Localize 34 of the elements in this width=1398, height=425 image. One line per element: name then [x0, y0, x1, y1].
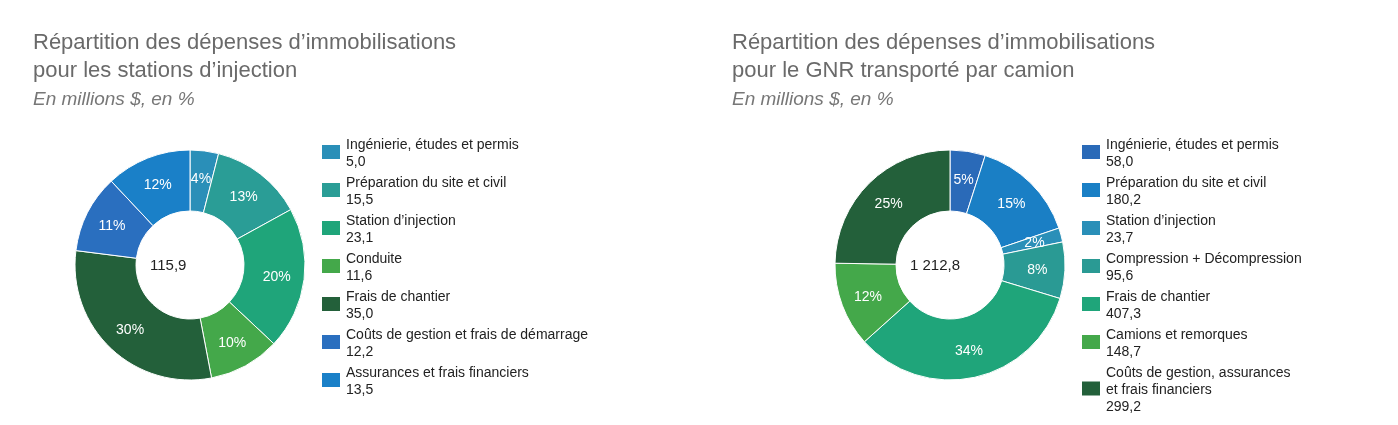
chart-title: Répartition des dépenses d’immobilisations pour les stations d’injection	[33, 28, 457, 82]
data-label: 4%	[190, 170, 212, 187]
data-label: 30%	[116, 320, 145, 337]
legend-label: Frais de chantier 35,0	[346, 287, 451, 321]
text: 115,9	[150, 256, 187, 273]
data-label: 12%	[143, 175, 172, 192]
data-label: 25%	[874, 194, 903, 211]
legend-label: Préparation du site et civil 15,5	[346, 173, 507, 207]
legend-label: Coûts de gestion et frais de démarrage 12,2	[346, 325, 589, 359]
data-label: 8%	[1027, 261, 1048, 278]
legend-label: Station d’injection 23,7	[1106, 211, 1216, 245]
data-label: 5%	[953, 170, 974, 187]
legend-label: Station d’injection 23,1	[346, 211, 456, 245]
legend-label: Ingénierie, études et permis 5,0	[346, 135, 519, 169]
legend-label: Ingénierie, études et permis 58,0	[1106, 135, 1279, 169]
legend-label: Conduite 11,6	[346, 249, 403, 283]
data-label: 34%	[954, 342, 983, 359]
legend-label: Coûts de gestion, assurances et frais financiers 299,2	[1106, 363, 1291, 414]
data-label: 20%	[262, 267, 291, 284]
chart-subtitle: En millions $, en %	[33, 88, 195, 109]
legend-label: Préparation du site et civil 180,2	[1106, 173, 1267, 207]
data-label: 10%	[218, 333, 247, 350]
data-label: 15%	[997, 194, 1026, 211]
legend-label: Compression + Décompression 95,6	[1106, 249, 1302, 283]
legend-label: Frais de chantier 407,3	[1106, 287, 1211, 321]
data-label: 12%	[854, 287, 883, 304]
chart-subtitle: En millions $, en %	[732, 88, 894, 109]
data-label: 2%	[1024, 234, 1045, 251]
data-label: 13%	[229, 187, 258, 204]
chart-title: Répartition des dépenses d’immobilisations pour le GNR transporté par camion	[732, 28, 1156, 82]
legend-label: Camions et remorques 148,7	[1106, 325, 1248, 359]
data-label: 11%	[98, 217, 126, 234]
legend-label: Assurances et frais financiers 13,5	[346, 363, 529, 397]
text: 1 212,8	[910, 256, 961, 273]
